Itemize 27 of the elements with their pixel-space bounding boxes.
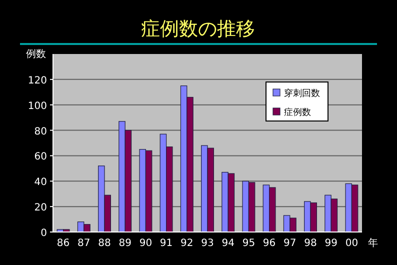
x-tick-label: 99 (324, 238, 338, 249)
legend-label: 症例数 (284, 107, 311, 118)
x-tick-label: 98 (304, 238, 317, 249)
y-tick-label: 80 (34, 126, 47, 138)
y-tick-label: 0 (40, 228, 47, 239)
y-tick-label: 20 (34, 202, 47, 214)
y-tick-label: 120 (28, 75, 47, 86)
x-tick-label: 94 (222, 238, 234, 249)
y-tick-label: 100 (28, 100, 47, 112)
x-tick-label: 92 (180, 238, 194, 249)
x-tick-label: 89 (118, 238, 132, 249)
x-tick-label: 91 (160, 238, 173, 249)
x-tick-label: 95 (242, 238, 256, 249)
y-tick-label: 60 (34, 152, 47, 163)
y-tick-label: 40 (34, 177, 47, 188)
x-tick-label: 93 (201, 238, 214, 249)
legend-label: 穿刺回数 (284, 88, 320, 99)
y-axis-title: 例数 (26, 49, 46, 60)
x-tick-label: 96 (262, 238, 276, 249)
x-tick-label: 90 (139, 238, 152, 249)
x-tick-label: 88 (98, 238, 111, 249)
x-axis-title: 年 (368, 237, 378, 249)
x-tick-label: 86 (56, 238, 70, 249)
chart-title: 症例数の推移 (141, 18, 255, 40)
x-tick-label: 00 (345, 238, 358, 249)
x-tick-label: 87 (78, 238, 90, 249)
x-tick-label: 97 (284, 238, 296, 249)
